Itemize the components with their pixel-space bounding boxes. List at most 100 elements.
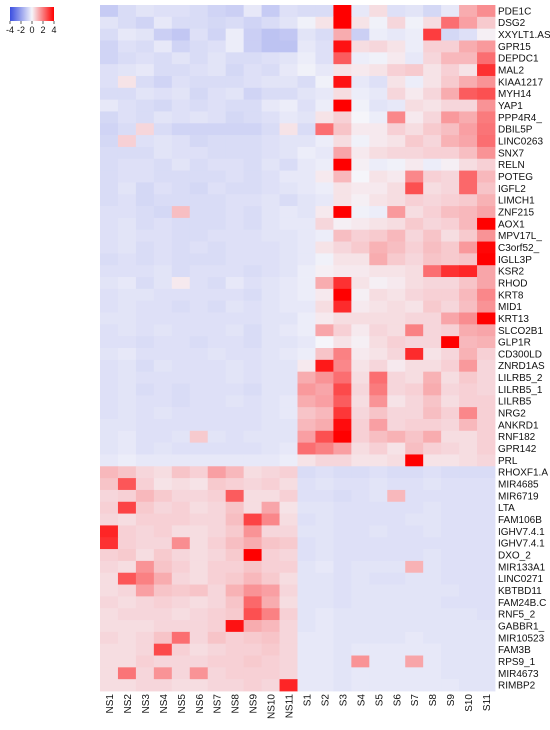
heatmap-cell	[333, 407, 352, 420]
heatmap-cell	[441, 253, 460, 266]
column-label: NS5	[177, 694, 188, 714]
heatmap-cell	[261, 631, 280, 645]
heatmap-cell	[189, 265, 209, 278]
heatmap-cell	[171, 584, 191, 597]
heatmap-cell	[117, 383, 137, 396]
heatmap-cell	[459, 123, 478, 136]
heatmap-cell	[423, 549, 442, 562]
heatmap-cell	[261, 170, 280, 183]
heatmap-cell	[315, 407, 334, 420]
heatmap-cell	[405, 75, 424, 89]
heatmap-cell	[477, 596, 496, 609]
heatmap-cell	[279, 608, 298, 621]
heatmap-cell	[405, 241, 424, 254]
heatmap-cell	[441, 336, 460, 349]
heatmap-cell	[423, 170, 442, 183]
heatmap-cell	[117, 667, 137, 680]
heatmap-cell	[153, 229, 173, 242]
heatmap-cell	[279, 111, 298, 124]
heatmap-cell	[189, 229, 209, 242]
heatmap-cell	[441, 549, 460, 562]
heatmap-cell	[207, 146, 227, 160]
heatmap-cell	[333, 643, 352, 656]
heatmap-cell	[225, 52, 245, 65]
heatmap-cell	[207, 111, 227, 124]
heatmap-cell	[279, 478, 298, 491]
heatmap-cell	[117, 253, 137, 266]
column-label: S6	[392, 694, 403, 707]
heatmap-cell	[279, 312, 298, 325]
heatmap-cell	[117, 430, 137, 444]
row-label: GABBR1_	[498, 621, 545, 632]
row-label: LILRB5_2	[498, 373, 543, 384]
heatmap-cell	[135, 194, 155, 207]
heatmap-cell	[117, 418, 137, 432]
heatmap-cell	[315, 478, 334, 491]
heatmap-cell	[333, 217, 352, 231]
heatmap-cell	[333, 300, 352, 313]
heatmap-cell	[369, 111, 388, 124]
heatmap-cell	[243, 40, 262, 53]
heatmap-cell	[279, 442, 298, 455]
row-label: ZNRD1AS	[498, 361, 545, 372]
heatmap-cell	[351, 584, 370, 597]
heatmap-cell	[477, 158, 496, 171]
heatmap-cell	[297, 501, 316, 514]
heatmap-cell	[405, 655, 424, 668]
heatmap-cell	[117, 146, 137, 160]
heatmap-cell	[117, 359, 137, 373]
heatmap-cell	[369, 395, 388, 408]
legend-tick-label: -4	[6, 25, 14, 35]
heatmap-cell	[279, 631, 298, 645]
heatmap-cell	[117, 123, 137, 136]
heatmap-cell	[405, 16, 424, 30]
heatmap-cell	[189, 442, 209, 455]
heatmap-cell	[297, 64, 316, 77]
heatmap-cell	[459, 135, 478, 148]
heatmap-cell	[369, 135, 388, 148]
heatmap-cell	[135, 359, 155, 373]
heatmap-cell	[387, 584, 406, 597]
heatmap-cell	[100, 359, 119, 373]
heatmap-cell	[153, 631, 173, 645]
heatmap-cell	[135, 667, 155, 680]
heatmap-cell	[279, 395, 298, 408]
heatmap-cell	[459, 525, 478, 538]
heatmap-cell	[135, 655, 155, 668]
heatmap-cell	[315, 170, 334, 183]
heatmap-cell	[315, 312, 334, 325]
heatmap-cell	[387, 442, 406, 455]
heatmap-cell	[117, 608, 137, 621]
column-label: NS7	[213, 694, 224, 714]
heatmap-cell	[441, 667, 460, 680]
heatmap-cell	[135, 111, 155, 124]
heatmap-cell	[477, 64, 496, 77]
heatmap-cell	[171, 667, 191, 680]
heatmap-cell	[189, 466, 209, 479]
heatmap-cell	[423, 64, 442, 77]
row-label: LILRB5_1	[498, 385, 543, 396]
legend-tick-label: -2	[17, 25, 25, 35]
heatmap-cell	[387, 241, 406, 254]
heatmap-cell	[261, 383, 280, 396]
heatmap-cell	[225, 253, 245, 266]
heatmap-cell	[135, 206, 155, 219]
heatmap-cell	[315, 383, 334, 396]
heatmap-cell	[135, 348, 155, 361]
row-label: LINC0271	[498, 574, 543, 585]
row-label: ZNF215	[498, 207, 535, 218]
heatmap-cell	[225, 64, 245, 77]
heatmap-cell	[315, 253, 334, 266]
heatmap-cell	[207, 5, 227, 18]
heatmap-cell	[100, 596, 119, 609]
row-label: GPR15	[498, 42, 531, 53]
heatmap-cell	[207, 336, 227, 349]
heatmap-cell	[171, 300, 191, 313]
heatmap-cell	[459, 28, 478, 41]
heatmap-cell	[117, 454, 137, 467]
heatmap-cell	[243, 64, 262, 77]
heatmap-cell	[351, 442, 370, 455]
heatmap-cell	[261, 525, 280, 538]
heatmap-cell	[100, 288, 119, 302]
heatmap-cell	[225, 87, 245, 101]
